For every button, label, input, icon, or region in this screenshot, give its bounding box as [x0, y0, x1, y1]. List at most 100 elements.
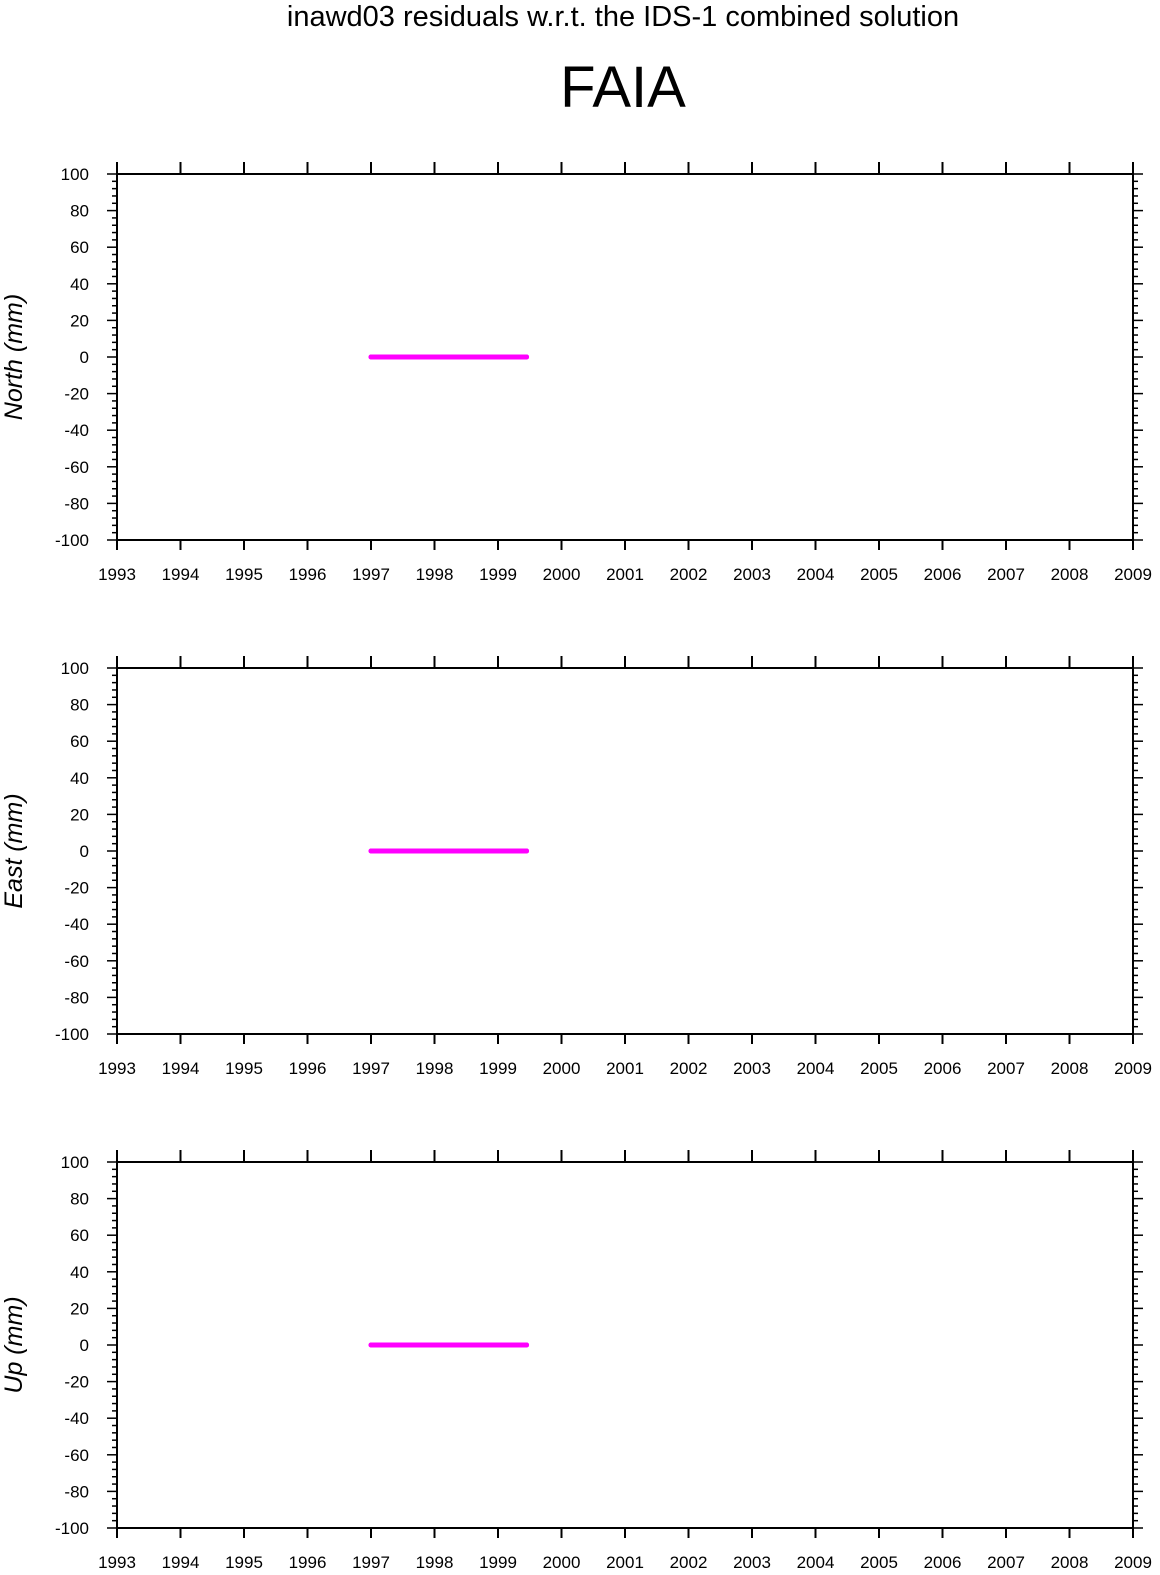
up-y-tick-label: 20 — [70, 1299, 89, 1318]
up-y-tick-label: 0 — [80, 1336, 89, 1355]
north-x-tick-label: 2004 — [797, 565, 835, 584]
up-x-tick-label: 1995 — [225, 1553, 263, 1572]
north-y-axis-label: North (mm) — [0, 294, 28, 420]
east-x-tick-label: 2003 — [733, 1059, 771, 1078]
up-y-tick-label: -100 — [55, 1519, 89, 1538]
north-y-tick-label: 80 — [70, 202, 89, 221]
north-x-tick-label: 1993 — [98, 565, 136, 584]
east-x-tick-label: 2000 — [543, 1059, 581, 1078]
east-data-point — [495, 848, 501, 854]
up-data-point — [524, 1342, 530, 1348]
east-x-tick-label: 2009 — [1114, 1059, 1152, 1078]
north-y-tick-label: -40 — [64, 421, 89, 440]
up-data-point — [432, 1342, 437, 1348]
east-x-tick-label: 1999 — [479, 1059, 517, 1078]
figure-supertitle: inawd03 residuals w.r.t. the IDS-1 combi… — [287, 1, 959, 33]
north-y-tick-label: 40 — [70, 275, 89, 294]
east-data-point — [400, 848, 406, 854]
north-x-tick-label: 1998 — [416, 565, 454, 584]
north-x-tick-label: 2001 — [606, 565, 644, 584]
east-x-tick-label: 2008 — [1051, 1059, 1089, 1078]
north-x-tick-label: 2008 — [1051, 565, 1089, 584]
east-y-tick-label: -40 — [64, 915, 89, 934]
up-data-point — [400, 1342, 406, 1348]
up-x-tick-label: 1997 — [352, 1553, 390, 1572]
north-data-point — [524, 354, 530, 360]
east-x-tick-label: 2002 — [670, 1059, 708, 1078]
north-x-tick-label: 2009 — [1114, 565, 1152, 584]
up-x-tick-label: 2004 — [797, 1553, 835, 1572]
east-x-tick-label: 2007 — [987, 1059, 1025, 1078]
north-panel: 100 80 60 40 20 0 -20 -40 -60 -80 -100 1993 1994 1995… — [0, 162, 1152, 584]
east-y-tick-label: -80 — [64, 988, 89, 1007]
up-y-tick-label: -60 — [64, 1446, 89, 1465]
east-panel: 100 80 60 40 20 0 -20 -40 -60 -80 -100 1993 1994 1995… — [0, 656, 1152, 1078]
north-x-tick-label: 1996 — [289, 565, 327, 584]
north-x-tick-label: 1995 — [225, 565, 263, 584]
up-y-tick-label: -20 — [64, 1373, 89, 1392]
east-data-point — [463, 848, 469, 854]
north-y-tick-label: 0 — [80, 348, 89, 367]
up-data-point — [495, 1342, 501, 1348]
up-y-tick-label: 60 — [70, 1226, 89, 1245]
up-x-tick-label: 1998 — [416, 1553, 454, 1572]
north-x-tick-label: 2000 — [543, 565, 581, 584]
up-x-tick-label: 1993 — [98, 1553, 136, 1572]
north-y-tick-label: -80 — [64, 494, 89, 513]
up-x-tick-label: 1994 — [162, 1553, 200, 1572]
east-data-point — [368, 848, 374, 854]
up-x-tick-label: 2007 — [987, 1553, 1025, 1572]
up-y-tick-label: 100 — [61, 1153, 89, 1172]
up-x-tick-label: 2006 — [924, 1553, 962, 1572]
east-x-tick-label: 2005 — [860, 1059, 898, 1078]
east-x-tick-label: 1997 — [352, 1059, 390, 1078]
east-y-tick-label: -20 — [64, 879, 89, 898]
up-x-tick-label: 1996 — [289, 1553, 327, 1572]
east-y-tick-label: 0 — [80, 842, 89, 861]
up-y-axis-label: Up (mm) — [0, 1296, 28, 1393]
east-y-axis-label: East (mm) — [0, 793, 28, 908]
east-x-tick-label: 2004 — [797, 1059, 835, 1078]
east-x-tick-label: 1998 — [416, 1059, 454, 1078]
up-x-tick-label: 2009 — [1114, 1553, 1152, 1572]
up-x-tick-label: 2000 — [543, 1553, 581, 1572]
up-x-tick-label: 2003 — [733, 1553, 771, 1572]
east-y-tick-label: 80 — [70, 696, 89, 715]
up-y-tick-label: -80 — [64, 1482, 89, 1501]
east-y-tick-label: 60 — [70, 732, 89, 751]
north-x-tick-label: 2005 — [860, 565, 898, 584]
north-x-tick-label: 1999 — [479, 565, 517, 584]
east-x-tick-label: 1993 — [98, 1059, 136, 1078]
up-plot-frame — [116, 1161, 1134, 1529]
north-x-tick-label: 2006 — [924, 565, 962, 584]
east-x-tick-label: 1995 — [225, 1059, 263, 1078]
east-x-tick-label: 2006 — [924, 1059, 962, 1078]
north-plot-frame — [116, 173, 1134, 541]
north-data-point — [495, 354, 501, 360]
north-data-point — [432, 354, 437, 360]
north-x-tick-label: 2003 — [733, 565, 771, 584]
east-data-point — [524, 848, 530, 854]
up-x-tick-label: 2005 — [860, 1553, 898, 1572]
up-x-tick-label: 2008 — [1051, 1553, 1089, 1572]
north-y-tick-label: 100 — [61, 165, 89, 184]
north-y-tick-label: -60 — [64, 458, 89, 477]
east-y-tick-label: -60 — [64, 952, 89, 971]
up-data-point — [368, 1342, 374, 1348]
up-y-tick-label: 80 — [70, 1190, 89, 1209]
north-y-tick-label: 60 — [70, 238, 89, 257]
north-y-tick-label: -100 — [55, 531, 89, 550]
north-x-tick-label: 1994 — [162, 565, 200, 584]
east-y-tick-label: 100 — [61, 659, 89, 678]
north-data-point — [400, 354, 406, 360]
east-x-tick-label: 1994 — [162, 1059, 200, 1078]
north-x-tick-label: 1997 — [352, 565, 390, 584]
east-x-tick-label: 1996 — [289, 1059, 327, 1078]
up-x-tick-label: 2001 — [606, 1553, 644, 1572]
east-y-tick-label: -100 — [55, 1025, 89, 1044]
north-data-point — [368, 354, 374, 360]
east-data-point — [432, 848, 437, 854]
east-x-tick-label: 2001 — [606, 1059, 644, 1078]
up-y-tick-label: -40 — [64, 1409, 89, 1428]
